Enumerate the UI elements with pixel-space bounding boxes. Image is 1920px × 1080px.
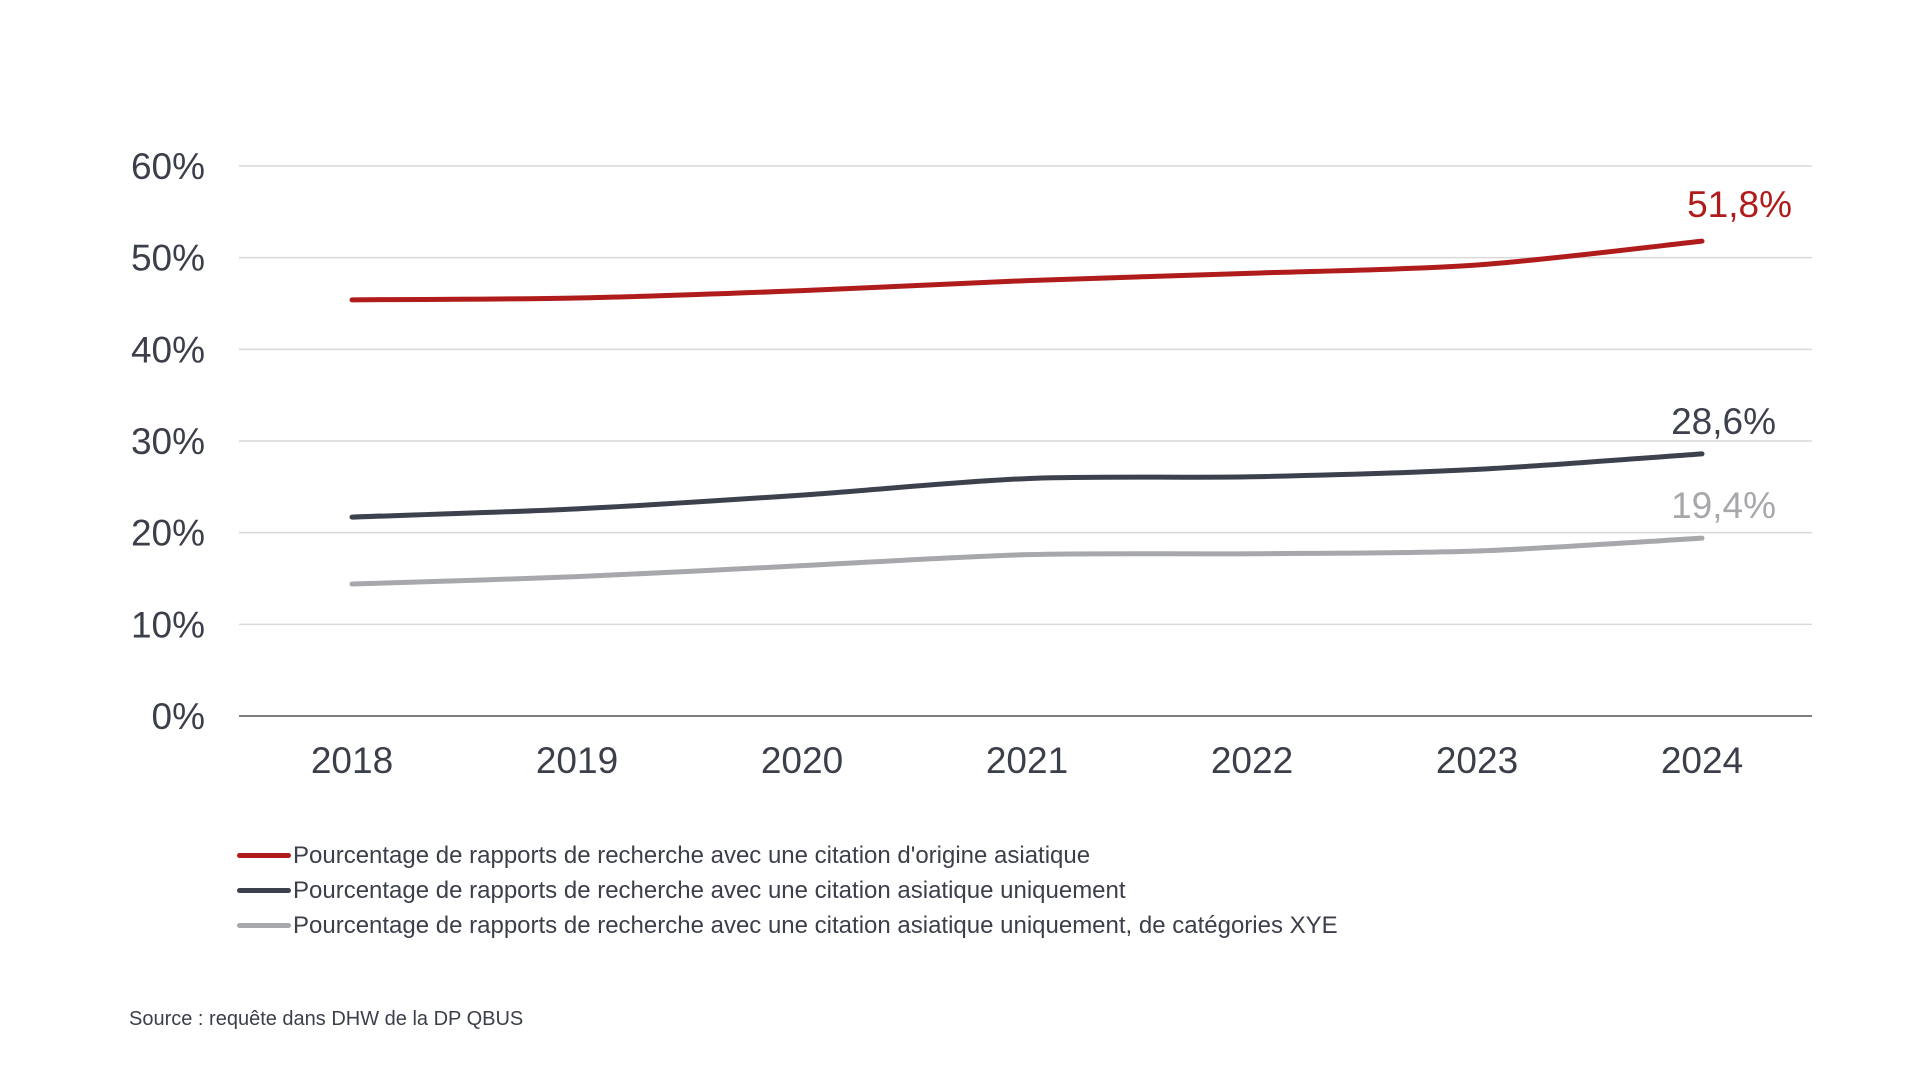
y-tick-label: 10% xyxy=(131,604,205,645)
series-line-2 xyxy=(349,451,1705,520)
source-note: Source : requête dans DHW de la DP QBUS xyxy=(129,1008,524,1030)
y-tick-label: 0% xyxy=(152,696,205,737)
y-tick-label: 40% xyxy=(131,329,205,370)
x-tick-label: 2019 xyxy=(536,740,618,781)
legend: Pourcentage de rapports de recherche ave… xyxy=(237,838,1338,943)
y-tick-label: 50% xyxy=(131,238,205,279)
axes: 0% 10% 20% 30% 40% 50% 60% 2018 2019 2020 2021 2022… xyxy=(131,146,1812,781)
x-tick-label: 2024 xyxy=(1661,740,1743,781)
x-tick-label: 2022 xyxy=(1211,740,1293,781)
legend-swatch-series-2 xyxy=(237,888,291,893)
x-tick-label: 2020 xyxy=(761,740,843,781)
x-tick-label: 2021 xyxy=(986,740,1068,781)
end-value-label-series-3: 19,4% xyxy=(1671,485,1776,526)
legend-item: Pourcentage de rapports de recherche ave… xyxy=(237,908,1338,943)
x-tick-label: 2018 xyxy=(311,740,393,781)
legend-label-series-3: Pourcentage de rapports de recherche ave… xyxy=(293,911,1338,939)
legend-swatch-series-1 xyxy=(237,853,291,858)
x-tick-label: 2023 xyxy=(1436,740,1518,781)
series-line-3 xyxy=(349,535,1705,587)
legend-swatch-series-3 xyxy=(237,923,291,928)
series-lines xyxy=(349,238,1705,587)
end-value-label-series-1: 51,8% xyxy=(1687,184,1792,225)
end-value-label-series-2: 28,6% xyxy=(1671,401,1776,442)
data-labels: 51,8% 28,6% 19,4% xyxy=(1671,184,1792,526)
legend-item: Pourcentage de rapports de recherche ave… xyxy=(237,873,1338,908)
y-tick-label: 60% xyxy=(131,146,205,187)
y-tick-label: 30% xyxy=(131,421,205,462)
legend-label-series-2: Pourcentage de rapports de recherche ave… xyxy=(293,876,1126,904)
y-tick-label: 20% xyxy=(131,513,205,554)
legend-item: Pourcentage de rapports de recherche ave… xyxy=(237,838,1338,873)
legend-label-series-1: Pourcentage de rapports de recherche ave… xyxy=(293,841,1091,869)
gridlines xyxy=(239,165,1812,626)
series-line-1 xyxy=(349,238,1705,303)
